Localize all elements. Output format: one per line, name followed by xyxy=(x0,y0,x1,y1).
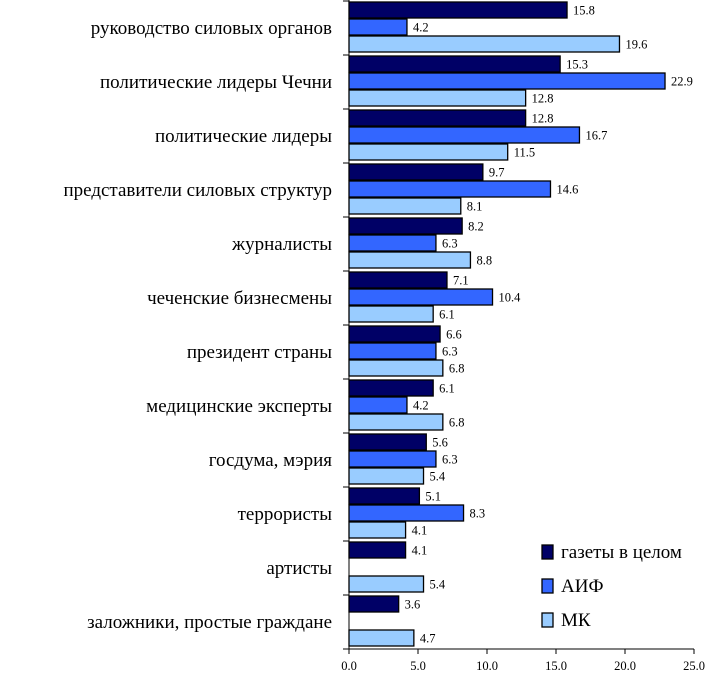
bar-мк-1 xyxy=(348,89,527,107)
data-label: 5.4 xyxy=(430,470,446,484)
bar-мк-7 xyxy=(348,413,444,431)
legend: газеты в целом АИФ МК xyxy=(541,542,682,631)
bar-аиф-4 xyxy=(348,234,437,252)
bar-мк-2 xyxy=(348,143,509,161)
bar-газеты-в-целом-8 xyxy=(348,433,427,451)
legend-label: газеты в целом xyxy=(561,542,682,563)
data-label: 15.8 xyxy=(573,4,595,18)
data-label: 14.6 xyxy=(556,183,578,197)
bar-газеты-в-целом-0 xyxy=(348,1,568,19)
data-label: 5.4 xyxy=(430,578,446,592)
bar-газеты-в-целом-5 xyxy=(348,271,448,289)
data-label: 6.8 xyxy=(449,416,465,430)
legend-label: МК xyxy=(561,610,591,631)
data-label: 7.1 xyxy=(453,274,469,288)
bar-аиф-9 xyxy=(348,504,465,522)
bar-газеты-в-целом-4 xyxy=(348,217,463,235)
bar-аиф-3 xyxy=(348,180,552,198)
legend-swatch-мк xyxy=(541,612,554,628)
data-label: 15.3 xyxy=(566,58,588,72)
legend-label: АИФ xyxy=(561,576,603,597)
data-label: 6.1 xyxy=(439,382,455,396)
bar-аиф-2 xyxy=(348,126,581,144)
category-label: террористы xyxy=(238,504,333,525)
category-label: артисты xyxy=(266,558,332,579)
bars-layer: руководство силовых органов 15.8 4.2 19.6 по… xyxy=(63,1,693,647)
data-label: 19.6 xyxy=(625,38,647,52)
data-label: 10.4 xyxy=(499,291,522,305)
category-label: политические лидеры Чечни xyxy=(100,72,332,93)
data-label: 9.7 xyxy=(489,166,505,180)
legend-swatch-газеты-в-целом xyxy=(541,544,554,560)
axes-layer: 0.0 5.0 10.0 15.0 20.0 25.0 xyxy=(341,0,705,673)
bar-мк-0 xyxy=(348,35,621,53)
bar-мк-4 xyxy=(348,251,472,269)
category-label: президент страны xyxy=(187,342,332,363)
data-label: 4.1 xyxy=(412,544,428,558)
bar-аиф-1 xyxy=(348,72,666,90)
bar-газеты-в-целом-2 xyxy=(348,109,527,127)
data-label: 8.2 xyxy=(468,220,484,234)
category-label: руководство силовых органов xyxy=(91,18,332,39)
data-label: 22.9 xyxy=(671,75,693,89)
bar-мк-10 xyxy=(348,575,425,593)
bar-аиф-7 xyxy=(348,396,408,414)
data-label: 6.6 xyxy=(446,328,462,342)
bar-газеты-в-целом-9 xyxy=(348,487,421,505)
category-label: медицинские эксперты xyxy=(146,396,332,417)
category-label: заложники, простые граждане xyxy=(87,612,332,633)
category-label: госдума, мэрия xyxy=(209,450,333,471)
bar-газеты-в-целом-6 xyxy=(348,325,441,343)
x-tick-label: 10.0 xyxy=(476,659,498,673)
bar-газеты-в-целом-1 xyxy=(348,55,561,73)
bar-газеты-в-целом-10 xyxy=(348,541,407,559)
data-label: 3.6 xyxy=(405,598,421,612)
category-label: политические лидеры xyxy=(155,126,332,147)
data-label: 5.1 xyxy=(425,490,441,504)
bar-мк-5 xyxy=(348,305,434,323)
data-label: 4.2 xyxy=(413,21,429,35)
data-label: 6.8 xyxy=(449,362,465,376)
category-label: представители силовых структур xyxy=(63,180,332,201)
bar-газеты-в-целом-11 xyxy=(348,595,400,613)
bar-мк-9 xyxy=(348,521,407,539)
x-tick-label: 25.0 xyxy=(683,659,705,673)
data-label: 6.3 xyxy=(442,453,458,467)
data-label: 8.3 xyxy=(470,507,486,521)
bar-мк-11 xyxy=(348,629,415,647)
data-label: 4.1 xyxy=(412,524,428,538)
bar-аиф-0 xyxy=(348,18,408,36)
x-tick-label: 15.0 xyxy=(545,659,567,673)
data-label: 6.3 xyxy=(442,237,458,251)
data-label: 6.1 xyxy=(439,308,455,322)
bar-мк-8 xyxy=(348,467,425,485)
category-label: чеченские бизнесмены xyxy=(147,288,332,309)
data-label: 11.5 xyxy=(514,146,535,160)
bar-газеты-в-целом-3 xyxy=(348,163,484,181)
data-label: 5.6 xyxy=(432,436,448,450)
bar-аиф-5 xyxy=(348,288,494,306)
legend-swatch-аиф xyxy=(541,578,554,594)
bar-аиф-8 xyxy=(348,450,437,468)
x-tick-label: 0.0 xyxy=(341,659,357,673)
data-label: 8.1 xyxy=(467,200,483,214)
data-label: 12.8 xyxy=(532,92,554,106)
category-label: журналисты xyxy=(231,234,332,255)
x-tick-label: 5.0 xyxy=(410,659,426,673)
data-label: 16.7 xyxy=(585,129,607,143)
data-label: 8.8 xyxy=(476,254,492,268)
bar-аиф-6 xyxy=(348,342,437,360)
data-label: 4.7 xyxy=(420,632,436,646)
bar-газеты-в-целом-7 xyxy=(348,379,434,397)
x-tick-label: 20.0 xyxy=(614,659,636,673)
data-label: 4.2 xyxy=(413,399,429,413)
data-label: 12.8 xyxy=(532,112,554,126)
bar-мк-6 xyxy=(348,359,444,377)
bar-мк-3 xyxy=(348,197,462,215)
data-label: 6.3 xyxy=(442,345,458,359)
